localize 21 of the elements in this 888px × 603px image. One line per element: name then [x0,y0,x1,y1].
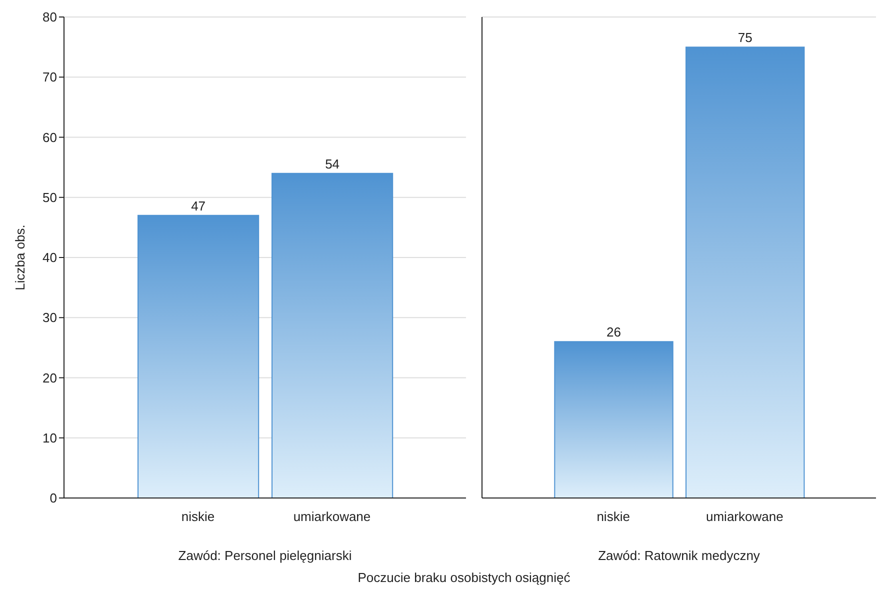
x-tick-label: umiarkowane [706,509,784,524]
y-tick-label: 0 [50,490,57,506]
y-tick-label: 40 [42,250,57,266]
x-axis-title: Zawód: Personel pielęgniarski [178,548,352,563]
y-tick-label: 30 [42,310,57,326]
data-label: 54 [325,156,340,172]
y-tick-label: 80 [42,10,57,25]
data-label: 75 [738,30,752,46]
text: Poczucie braku osobistych osiągnięć [356,570,572,585]
y-tick-label: 60 [42,130,57,145]
x-tick-label: umiarkowane [293,509,371,524]
y-tick-label: 50 [42,190,57,205]
data-label: 47 [191,198,206,214]
y-tick-label: 20 [42,370,57,386]
data-label: 26 [606,324,621,340]
x-axis-title: Zawód: Ratownik medyczny [598,548,760,563]
x-tick-label: niskie [181,509,215,524]
y-tick-label: 10 [42,430,57,446]
y-axis-title: Liczba obs. [12,224,28,290]
y-tick-label: 70 [42,70,57,85]
x-tick-label: niskie [596,509,630,524]
